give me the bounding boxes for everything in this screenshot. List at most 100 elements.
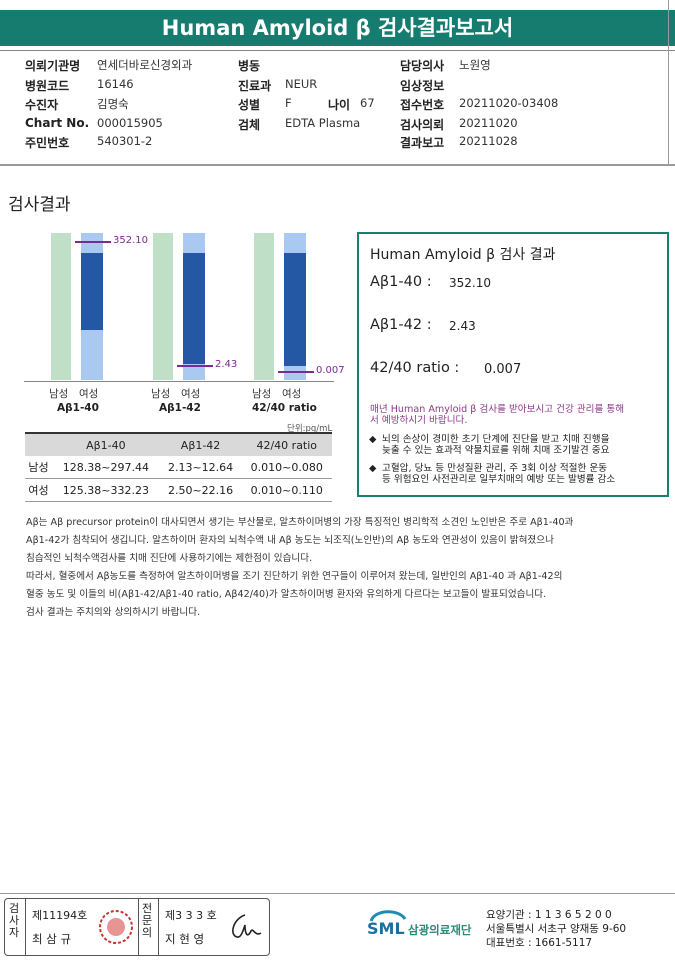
axis-label-male: 남성 (49, 388, 69, 400)
table-header-row: Aβ1-40 Aβ1-42 42/40 ratio (25, 432, 332, 456)
chart-no-label: Chart No. (25, 116, 90, 130)
signature-box: 검사자 제11194호 최 삼 규 전문의 제3 3 3 호 지 현 영 (4, 898, 270, 956)
female-range-bar (284, 253, 306, 366)
request-value: 20211020 (459, 116, 518, 130)
table-header: 42/40 ratio (241, 432, 332, 456)
institution-label: 의뢰기관명 (25, 59, 81, 73)
table-header: Aβ1-40 (52, 432, 160, 456)
table-cell: 125.38~332.23 (52, 478, 160, 502)
patient-marker (75, 241, 111, 243)
axis-label-female: 여성 (181, 388, 201, 400)
bullet-2: ◆ 고혈압, 당뇨 등 만성질환 관리, 주 3회 이상 적절한 운동 등 위험… (369, 463, 616, 485)
doctor-value: 노원영 (459, 58, 491, 72)
patient-label: 수진자 (25, 98, 59, 112)
sex-value: F (285, 96, 292, 110)
inspector-name: 최 삼 규 (32, 932, 72, 946)
institution-value: 연세더바로신경외과 (97, 58, 193, 72)
patient-value-label: 2.43 (215, 358, 238, 370)
ab40-label: Aβ1-40 : (370, 274, 432, 290)
table-cell: 0.010~0.080 (241, 456, 332, 479)
notice-text: 매년 Human Amyloid β 검사를 받아보시고 건강 관리를 통해 서… (370, 404, 625, 426)
logo-text: SML (367, 919, 405, 938)
inspector-label: 검사자 (9, 902, 20, 939)
signature-icon (232, 914, 262, 938)
ward-label: 병동 (238, 59, 261, 73)
age-label: 나이 (328, 98, 351, 112)
result-date-label: 결과보고 (400, 136, 445, 150)
description-line: Aβ는 Aβ precursor protein이 대사되면서 생기는 부산물로… (26, 517, 574, 528)
ab42-value: 2.43 (449, 319, 476, 333)
org-phone: 대표번호 : 1661-5117 (486, 937, 593, 949)
table-row: 여성 125.38~332.23 2.50~22.16 0.010~0.110 (25, 478, 332, 502)
clinical-label: 임상정보 (400, 79, 445, 93)
id-no-value: 540301-2 (97, 134, 153, 148)
description-line: 따라서, 혈중에서 Aβ농도를 측정하여 알츠하이머병을 조기 진단하기 위한 … (26, 571, 563, 582)
receipt-value: 20211020-03408 (459, 96, 559, 110)
specimen-value: EDTA Plasma (285, 116, 361, 130)
group-label: 42/40 ratio (252, 402, 317, 414)
org-name: 삼광의료재단 (408, 923, 472, 937)
table-cell: 0.010~0.110 (241, 478, 332, 502)
hospital-code-value: 16146 (97, 77, 134, 91)
hospital-code-label: 병원코드 (25, 79, 70, 93)
axis-label-female: 여성 (282, 388, 302, 400)
axis-label-male: 남성 (151, 388, 171, 400)
description-line: 침습적인 뇌척수액검사를 치매 진단에 사용하기에는 제한점이 있습니다. (26, 553, 313, 564)
approver-label: 전문의 (142, 902, 153, 939)
female-range-bar (81, 253, 103, 331)
ratio-value: 0.007 (484, 362, 522, 377)
chart-no-value: 000015905 (97, 116, 163, 130)
group-label: Aβ1-42 (159, 402, 201, 414)
seal-icon (99, 910, 133, 944)
patient-value-label: 352.10 (113, 235, 148, 246)
patient-marker (278, 371, 314, 374)
male-bar (254, 233, 274, 380)
patient-marker (177, 364, 213, 367)
ab42-label: Aβ1-42 : (370, 317, 432, 333)
logo-icon (369, 910, 407, 922)
table-cell: 2.50~22.16 (159, 478, 242, 502)
table-cell: 128.38~297.44 (52, 456, 160, 479)
reference-table: Aβ1-40 Aβ1-42 42/40 ratio 남성 128.38~297.… (25, 432, 332, 502)
male-bar (51, 233, 71, 380)
result-box: Human Amyloid β 검사 결과 Aβ1-40 : 352.10 Aβ… (357, 232, 669, 497)
female-range-bar (183, 253, 205, 365)
specimen-label: 검체 (238, 118, 261, 132)
bullet-1: ◆ 뇌의 손상이 경미한 초기 단계에 진단을 받고 치매 진행을 늦출 수 있… (369, 434, 610, 456)
description-line: Aβ1-42가 침착되어 생깁니다. 알츠하이머 환자의 뇌척수액 내 Aβ 농… (26, 535, 554, 546)
axis-label-male: 남성 (252, 388, 272, 400)
dept-label: 진료과 (238, 79, 272, 93)
section-title: 검사결과 (8, 195, 71, 215)
male-bar (153, 233, 173, 380)
table-cell: 여성 (25, 478, 53, 502)
id-no-label: 주민번호 (25, 136, 70, 150)
table-cell: 2.13~12.64 (159, 456, 242, 479)
description-line: 검사 결과는 주치의와 상의하시기 바랍니다. (26, 607, 201, 618)
dept-value: NEUR (285, 77, 318, 91)
ratio-label: 42/40 ratio : (370, 360, 460, 376)
table-cell: 남성 (25, 456, 53, 479)
result-box-title: Human Amyloid β 검사 결과 (370, 247, 556, 263)
inspector-no: 제11194호 (32, 909, 88, 922)
result-date-value: 20211028 (459, 134, 518, 148)
patient-value-label: 0.007 (316, 365, 345, 377)
ab40-value: 352.10 (449, 276, 491, 290)
age-value: 67 (360, 96, 375, 110)
org-code: 요양기관 : 1 1 3 6 5 2 0 0 (486, 909, 612, 921)
unit-label: 단위:pg/mL (287, 424, 333, 434)
approver-name: 지 현 영 (165, 932, 205, 946)
table-header (25, 432, 53, 456)
chart-baseline (24, 381, 334, 382)
table-row: 남성 128.38~297.44 2.13~12.64 0.010~0.080 (25, 456, 332, 479)
description-line: 혈중 농도 및 이들의 비(Aβ1-42/Aβ1-40 ratio, Aβ42/… (26, 589, 547, 600)
diamond-icon: ◆ (369, 434, 377, 445)
axis-label-female: 여성 (79, 388, 99, 400)
group-label: Aβ1-40 (57, 402, 99, 414)
receipt-label: 접수번호 (400, 98, 445, 112)
diamond-icon: ◆ (369, 463, 377, 474)
approver-no: 제3 3 3 호 (165, 909, 217, 922)
sex-label: 성별 (238, 98, 261, 112)
report-title: Human Amyloid β 검사결과보고서 (0, 10, 675, 46)
doctor-label: 담당의사 (400, 59, 445, 73)
org-address: 서울특별시 서초구 양재동 9-60 (486, 923, 627, 935)
